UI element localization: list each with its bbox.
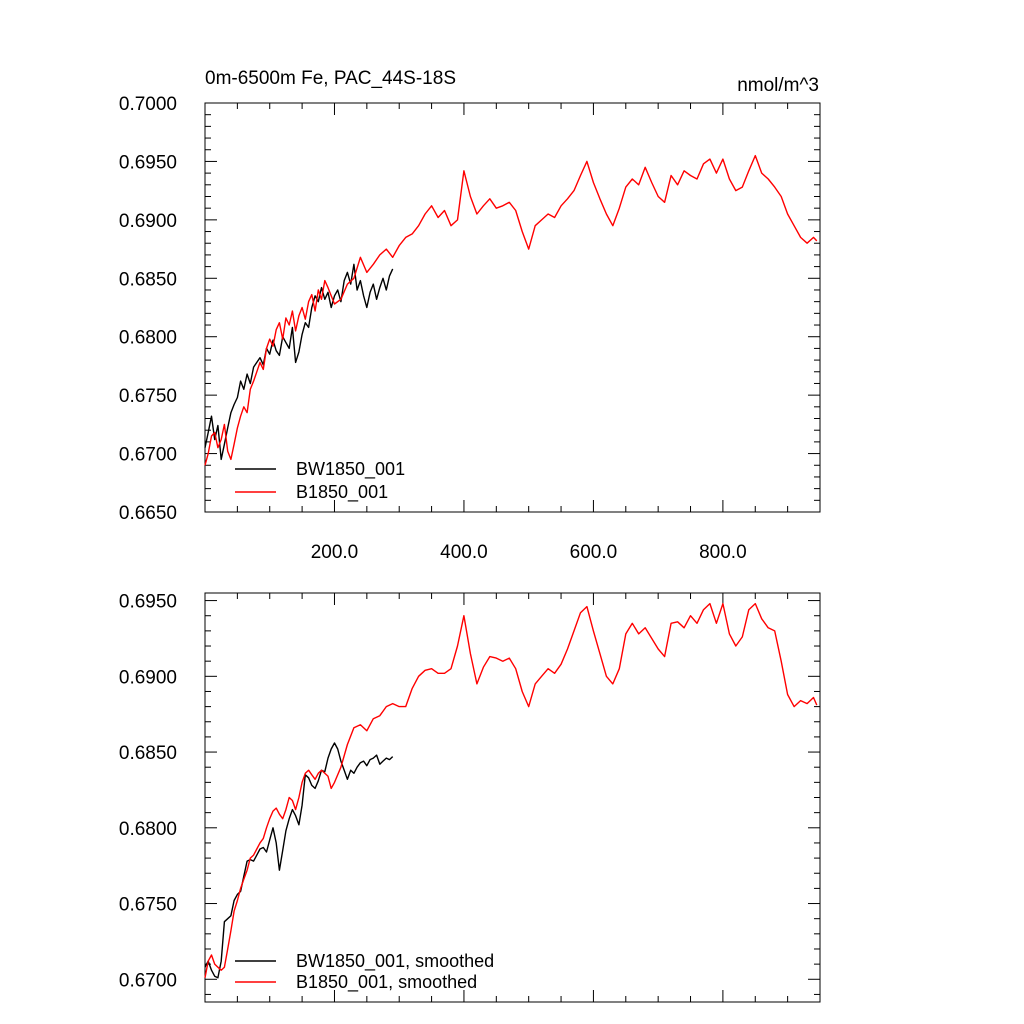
y-tick-label: 0.6850 — [119, 743, 177, 764]
y-tick-label: 0.6800 — [119, 328, 177, 349]
y-tick-label: 0.6950 — [119, 152, 177, 173]
y-tick-label: 0.6750 — [119, 386, 177, 407]
y-tick-label: 0.6900 — [119, 667, 177, 688]
x-tick-label: 800.0 — [699, 542, 747, 563]
bottom-panel: 0.6700 0.6750 0.6800 0.6850 0.6900 0.6950 BW18… — [119, 592, 821, 1003]
x-tick-label: 200.0 — [311, 542, 359, 563]
legend-label: BW1850_001 — [296, 459, 405, 480]
legend-label: B1850_001, smoothed — [296, 972, 477, 993]
y-tick-label: 0.6700 — [119, 970, 177, 991]
y-tick-label: 0.6750 — [119, 895, 177, 916]
y-tick-label: 0.6700 — [119, 445, 177, 466]
plot-frame — [204, 102, 821, 513]
y-tick-label: 0.6950 — [119, 592, 177, 613]
chart-title: 0m-6500m Fe, PAC_44S-18S — [205, 68, 456, 89]
x-tick-label: 600.0 — [570, 542, 618, 563]
units-label: nmol/m^3 — [737, 75, 819, 96]
series-line-1 — [204, 602, 818, 978]
y-tick-label: 0.6900 — [119, 211, 177, 232]
y-tick-label: 0.6850 — [119, 269, 177, 290]
top-panel: 0m-6500m Fe, PAC_44S-18S nmol/m^3 200.0 4… — [119, 68, 821, 563]
series-line-1 — [204, 154, 818, 466]
y-tick-label: 0.6800 — [119, 819, 177, 840]
series-line-0 — [204, 742, 394, 979]
y-tick-label: 0.6650 — [119, 503, 177, 524]
legend-label: BW1850_001, smoothed — [296, 951, 494, 972]
legend-label: B1850_001 — [296, 482, 388, 503]
x-tick-label: 400.0 — [440, 542, 488, 563]
y-tick-label: 0.7000 — [119, 94, 177, 115]
series-line-0 — [204, 263, 394, 461]
plot-frame — [204, 592, 821, 1003]
